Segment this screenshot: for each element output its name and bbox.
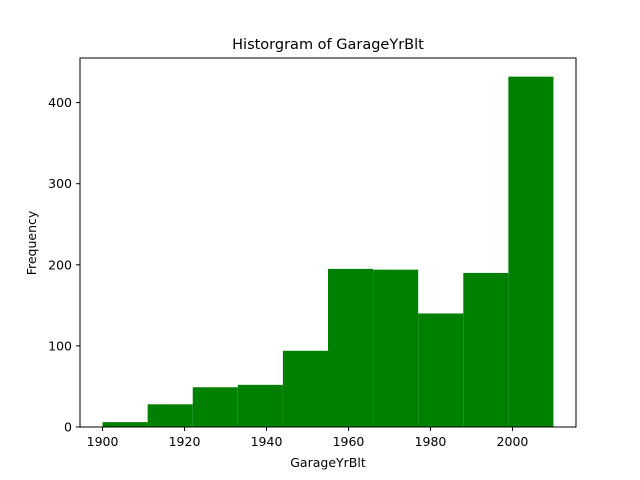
- y-tick-label: 100: [48, 338, 72, 353]
- histogram-bar-2: [147, 404, 193, 427]
- histogram-bar-1: [102, 422, 148, 427]
- x-axis-label: GarageYrBlt: [290, 455, 366, 470]
- y-tick-label: 200: [48, 257, 72, 272]
- histogram-bar-8: [418, 313, 464, 427]
- histogram-bar-7: [373, 269, 419, 427]
- y-tick-label: 0: [64, 420, 72, 435]
- y-ticks-group: 0 100 200 300 400: [48, 95, 80, 435]
- x-ticks-group: 1900 1920 1940 1960 1980 2000: [87, 427, 529, 449]
- histogram-bar-4: [237, 384, 283, 427]
- bars-group: [102, 76, 554, 428]
- chart-title: Historgram of GarageYrBlt: [232, 37, 424, 53]
- y-axis-label: Frequency: [24, 210, 39, 275]
- histogram-bar-3: [192, 387, 238, 427]
- histogram-bar-6: [328, 268, 374, 427]
- x-tick-label: 1900: [87, 434, 119, 449]
- x-tick-label: 1960: [333, 434, 365, 449]
- y-tick-label: 300: [48, 176, 72, 191]
- x-tick-label: 1940: [251, 434, 283, 449]
- x-tick-label: 2000: [497, 434, 529, 449]
- histogram-bar-5: [282, 350, 328, 427]
- x-tick-label: 1980: [415, 434, 447, 449]
- x-tick-label: 1920: [169, 434, 201, 449]
- axes-frame: [79, 57, 577, 428]
- histogram-bar-9: [463, 272, 509, 427]
- y-tick-label: 400: [48, 95, 72, 110]
- histogram-bar-10: [508, 76, 554, 428]
